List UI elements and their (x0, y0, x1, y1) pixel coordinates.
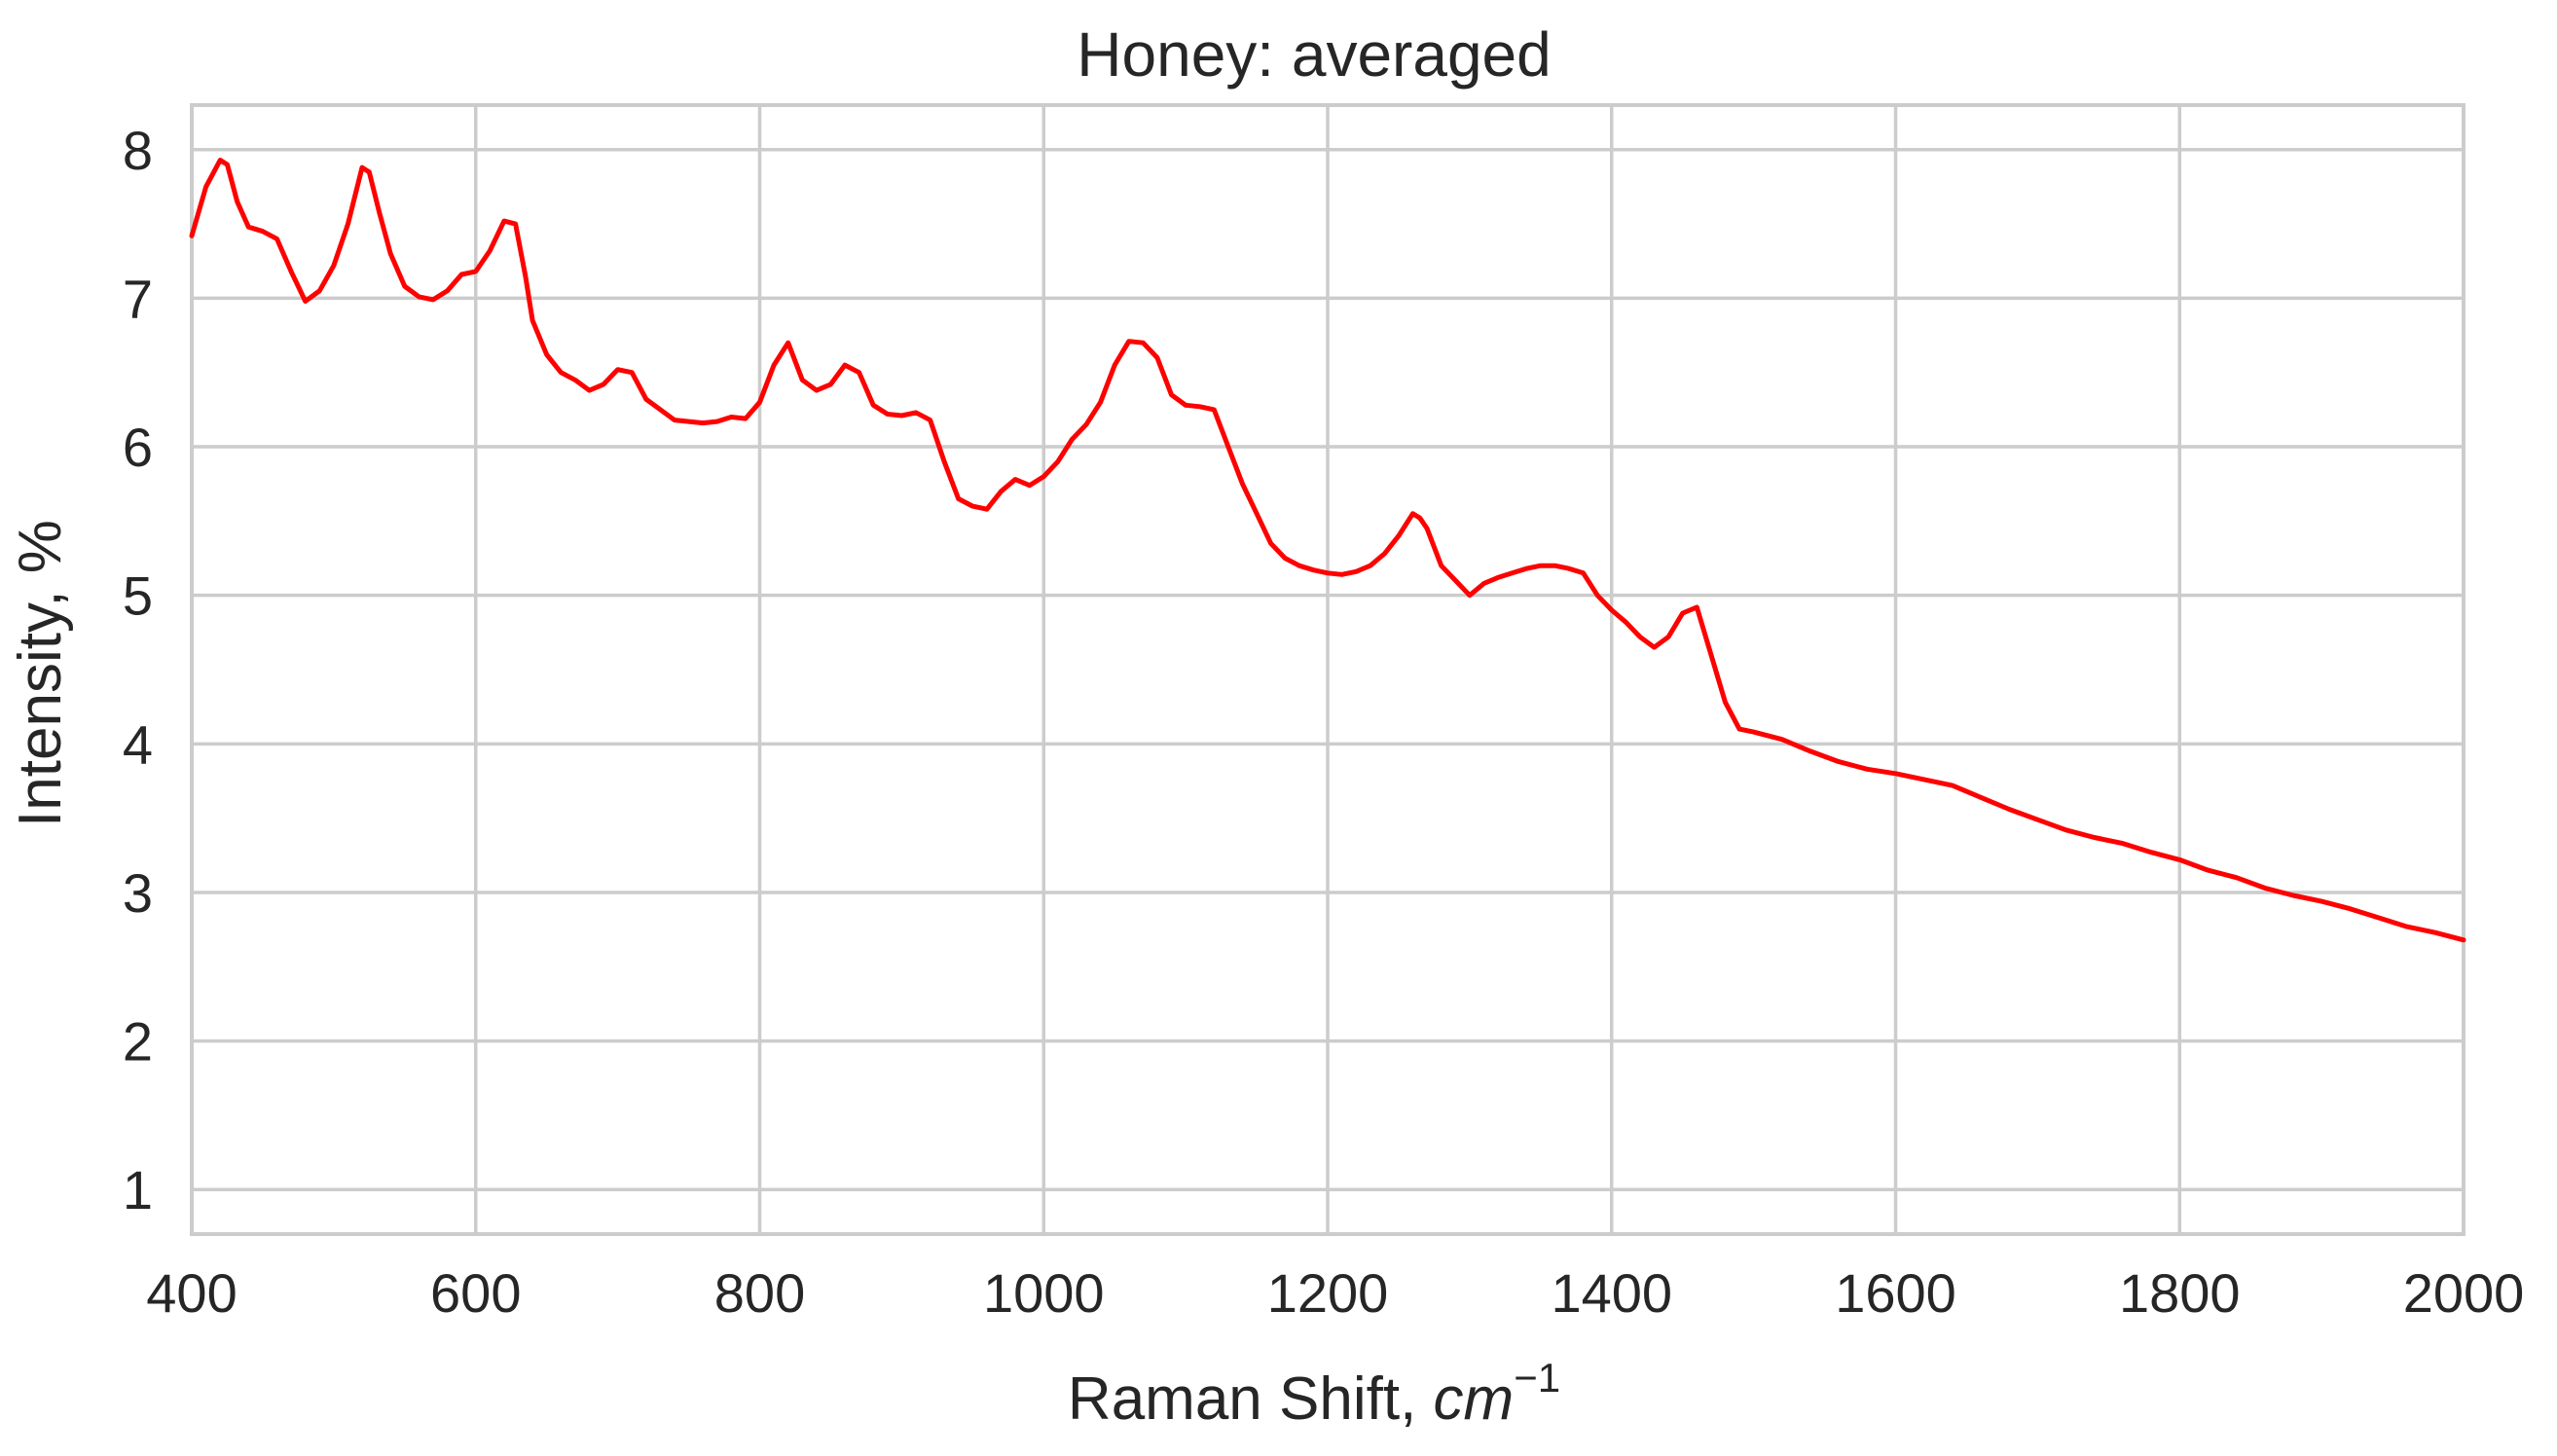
y-tick-label: 7 (123, 268, 153, 329)
x-tick-label: 400 (146, 1262, 237, 1324)
y-tick-label: 1 (123, 1159, 153, 1220)
x-axis-title: Raman Shift, cm−1 (1068, 1355, 1560, 1433)
x-axis-title-exponent: −1 (1514, 1355, 1560, 1401)
x-axis-title-main: Raman Shift, (1068, 1365, 1434, 1433)
y-tick-label: 2 (123, 1011, 153, 1073)
x-tick-label: 2000 (2403, 1262, 2525, 1324)
plot-frame (190, 103, 2466, 1236)
y-tick-label: 5 (123, 565, 153, 627)
vertical-gridlines (190, 105, 2466, 1234)
y-tick-label: 8 (123, 120, 153, 181)
x-tick-label: 1400 (1551, 1262, 1672, 1324)
x-tick-label: 1200 (1267, 1262, 1389, 1324)
x-tick-label: 1600 (1835, 1262, 1956, 1324)
y-tick-label: 3 (123, 862, 153, 924)
y-tick-label: 4 (123, 713, 153, 775)
x-tick-label: 1800 (2119, 1262, 2241, 1324)
series-line (189, 158, 2466, 943)
x-axis-title-unit: cm (1434, 1365, 1515, 1433)
x-tick-label: 1000 (983, 1262, 1105, 1324)
chart-title: Honey: averaged (1077, 19, 1551, 90)
horizontal-gridlines (192, 148, 2464, 1191)
x-tick-labels: 400 600 800 1000 1200 1400 1600 1800 2000 (146, 1262, 2524, 1324)
x-tick-label: 800 (714, 1262, 805, 1324)
y-tick-labels: 1 2 3 4 5 6 7 8 (123, 120, 153, 1220)
x-tick-label: 600 (430, 1262, 521, 1324)
y-axis-title: Intensity, % (7, 520, 74, 827)
y-tick-label: 6 (123, 417, 153, 478)
